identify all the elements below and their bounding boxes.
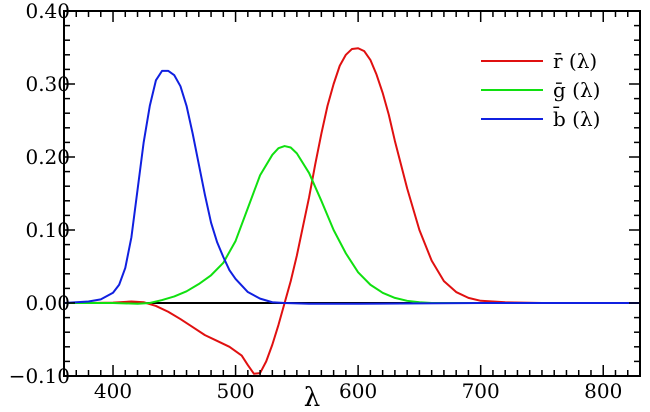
series-line-2: [63, 69, 640, 305]
series-line-1: [64, 145, 640, 305]
x-tick-label: 800: [584, 379, 622, 403]
y-tick-label: −0.10: [9, 364, 70, 388]
x-tick-label: 400: [94, 379, 132, 403]
legend: r̄ (λ) ḡ (λ) b̄ (λ): [481, 49, 600, 131]
y-tick-label: 0.10: [25, 218, 70, 242]
x-tick-label: 500: [216, 379, 254, 403]
legend-label-0: r̄ (λ): [553, 49, 597, 73]
x-axis-title: λ: [304, 383, 320, 412]
x-tick-label: 600: [339, 379, 377, 403]
x-tick-label: 700: [462, 379, 500, 403]
legend-label-1: ḡ (λ): [553, 78, 600, 102]
series-line-0: [64, 47, 640, 375]
plot-frame: [63, 10, 641, 377]
legend-label-2: b̄ (λ): [553, 106, 600, 131]
y-tick-label: 0.00: [25, 291, 70, 315]
y-tick-label: 0.20: [25, 145, 70, 169]
y-tick-label: 0.30: [25, 72, 70, 96]
y-tick-label: 0.40: [25, 0, 70, 23]
